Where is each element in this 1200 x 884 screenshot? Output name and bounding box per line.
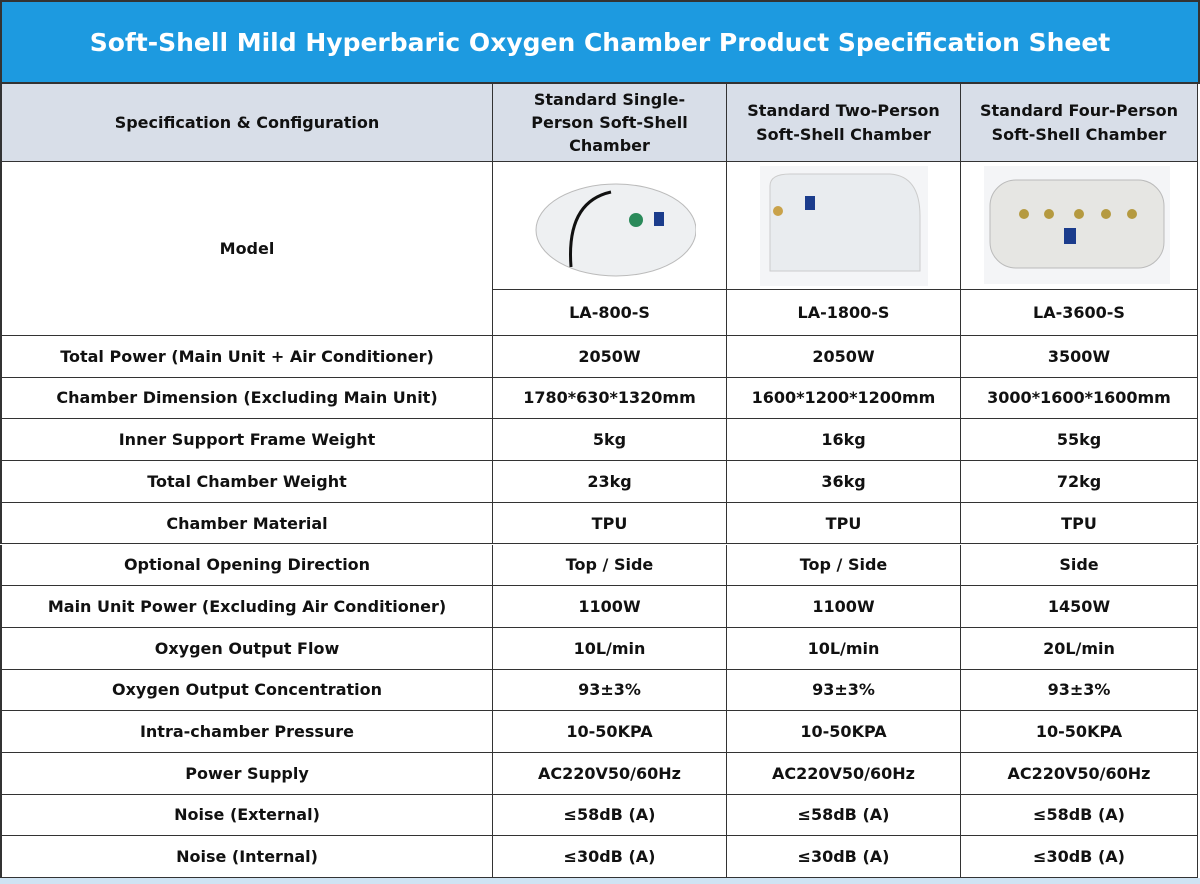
model-name: LA-3600-S [961,290,1198,336]
image-cell [961,162,1198,290]
value-cell: TPU [727,502,961,545]
row-label: Oxygen Output Flow [0,627,493,670]
row-label: Oxygen Output Concentration [0,669,493,712]
header-cell: Specification & Configuration [0,84,493,162]
value-cell: 72kg [961,461,1198,503]
row-label: Chamber Material [0,502,493,545]
header-cell: Standard Single-Person Soft-Shell Chambe… [493,84,727,162]
value-cell: 5kg [493,419,727,462]
header-cell: Standard Two-Person Soft-Shell Chamber [727,84,961,162]
value-cell: ≤58dB (A) [727,794,961,837]
model-name: LA-800-S [493,290,727,336]
row-label: Noise (External) [0,794,493,837]
two-person-chamber-image [760,166,928,286]
row-label: Power Supply [0,753,493,795]
value-cell: AC220V50/60Hz [493,753,727,795]
value-cell: 93±3% [493,669,727,712]
value-cell: 10-50KPA [961,711,1198,753]
value-cell: 23kg [493,461,727,503]
value-cell: AC220V50/60Hz [727,753,961,795]
image-cell [727,162,961,290]
value-cell: 1100W [493,586,727,628]
value-cell: TPU [493,502,727,545]
row-label: Total Power (Main Unit + Air Conditioner… [0,336,493,378]
title: Soft-Shell Mild Hyperbaric Oxygen Chambe… [0,0,1200,84]
value-cell: TPU [961,502,1198,545]
row-label: Model [0,162,493,336]
bottom-strip [0,878,1200,884]
value-cell: 20L/min [961,627,1198,670]
value-cell: 1100W [727,586,961,628]
four-person-chamber-image [984,166,1170,284]
row-label: Chamber Dimension (Excluding Main Unit) [0,377,493,420]
value-cell: 10-50KPA [493,711,727,753]
value-cell: ≤30dB (A) [493,836,727,879]
row-label: Optional Opening Direction [0,544,493,587]
value-cell: Top / Side [727,544,961,587]
value-cell: AC220V50/60Hz [961,753,1198,795]
value-cell: 3500W [961,336,1198,378]
value-cell: 1600*1200*1200mm [727,377,961,420]
value-cell: 2050W [493,336,727,378]
value-cell: 3000*1600*1600mm [961,377,1198,420]
value-cell: 2050W [727,336,961,378]
value-cell: 36kg [727,461,961,503]
row-label: Noise (Internal) [0,836,493,879]
value-cell: ≤30dB (A) [961,836,1198,879]
value-cell: 1780*630*1320mm [493,377,727,420]
row-label: Intra-chamber Pressure [0,711,493,753]
row-label: Total Chamber Weight [0,461,493,503]
value-cell: 10L/min [493,627,727,670]
header-cell: Standard Four-Person Soft-Shell Chamber [961,84,1198,162]
image-cell [493,162,727,290]
row-label: Inner Support Frame Weight [0,419,493,462]
value-cell: 16kg [727,419,961,462]
single-chamber-image [535,183,696,277]
value-cell: 93±3% [727,669,961,712]
value-cell: Top / Side [493,544,727,587]
value-cell: ≤58dB (A) [961,794,1198,837]
value-cell: 93±3% [961,669,1198,712]
value-cell: ≤30dB (A) [727,836,961,879]
value-cell: 55kg [961,419,1198,462]
value-cell: 1450W [961,586,1198,628]
value-cell: ≤58dB (A) [493,794,727,837]
model-name: LA-1800-S [727,290,961,336]
row-label: Main Unit Power (Excluding Air Condition… [0,586,493,628]
value-cell: 10L/min [727,627,961,670]
value-cell: 10-50KPA [727,711,961,753]
value-cell: Side [961,544,1198,587]
